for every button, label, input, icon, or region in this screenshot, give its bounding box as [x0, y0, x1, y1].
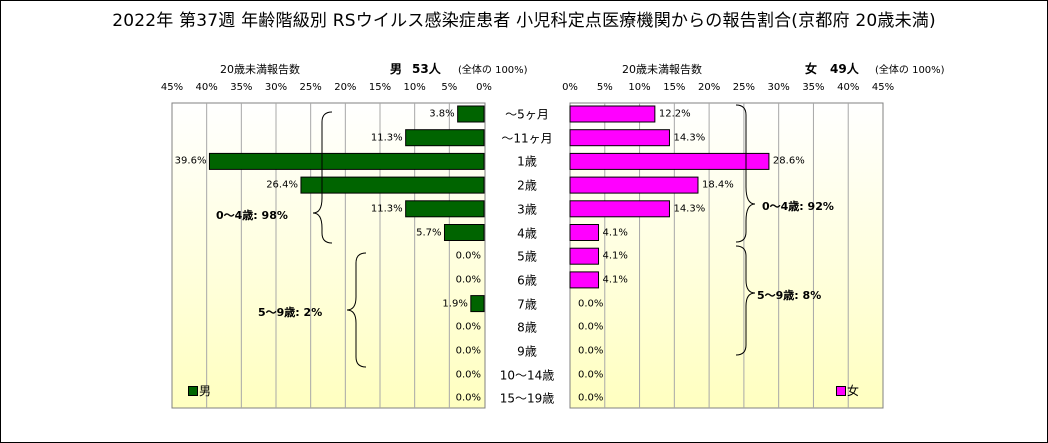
- male-bar: [470, 295, 485, 313]
- category-label: 3歳: [517, 202, 537, 217]
- male-bar: [443, 224, 485, 241]
- male-data-label: 5.7%: [416, 227, 442, 238]
- male-bar: [208, 152, 485, 170]
- category-label: 6歳: [517, 273, 537, 288]
- right-axis-tick: 5%: [596, 82, 613, 93]
- female-data-label: 0.0%: [578, 345, 604, 357]
- female-0-4-group-label: 0～4歳: 92%: [762, 200, 834, 213]
- female-data-label: 18.4%: [701, 179, 734, 191]
- male-data-label: 1.9%: [442, 298, 468, 310]
- male-data-label: 39.6%: [174, 155, 207, 167]
- male-bar: [300, 176, 485, 194]
- right-axis-tick: 15%: [663, 82, 686, 93]
- right-axis-tick: 20%: [697, 82, 721, 93]
- female-5-9-brace: [735, 245, 756, 356]
- category-label: 2歳: [517, 178, 537, 193]
- right-axis-tick: 10%: [628, 82, 651, 93]
- female-bar: [569, 129, 670, 147]
- category-label: 10～14歳: [499, 368, 555, 383]
- male-data-label: 0.0%: [455, 250, 481, 262]
- male-5-9-brace: [346, 252, 367, 368]
- right-axis-tick: 40%: [837, 82, 860, 93]
- female-bar: [569, 176, 699, 194]
- female-legend: 女: [836, 382, 859, 399]
- female-legend-label: 女: [847, 384, 860, 398]
- right-axis-tick: 30%: [767, 82, 790, 93]
- male-5-9-group-label: 5～9歳: 2%: [258, 306, 323, 319]
- male-caption: 20歳未満報告数: [220, 63, 300, 76]
- female-data-label: 0.0%: [578, 369, 604, 381]
- female-data-label: 0.0%: [578, 392, 604, 404]
- left-axis-tick: 20%: [334, 82, 357, 93]
- female-5-9-group-label: 5～9歳: 8%: [757, 289, 822, 302]
- left-axis-tick: 0%: [476, 82, 492, 93]
- right-axis-tick: 0%: [562, 82, 578, 93]
- female-bar: [569, 224, 600, 241]
- female-data-label: 0.0%: [578, 298, 604, 310]
- male-plot-area: [171, 102, 486, 409]
- female-note: (全体の 100%): [875, 65, 945, 76]
- category-label: 8歳: [517, 320, 537, 335]
- left-axis-tick: 30%: [264, 82, 288, 93]
- female-0-4-brace: [735, 104, 756, 243]
- female-caption: 20歳未満報告数: [622, 63, 702, 76]
- female-data-label: 14.3%: [673, 203, 706, 215]
- male-data-label: 26.4%: [266, 179, 298, 191]
- female-bar: [569, 152, 770, 170]
- male-note: (全体の 100%): [458, 65, 528, 76]
- male-data-label: 0.0%: [455, 274, 481, 286]
- male-data-label: 0.0%: [455, 369, 481, 381]
- left-axis-tick: 40%: [195, 82, 218, 93]
- male-bar: [405, 200, 485, 218]
- left-axis-tick: 10%: [403, 82, 426, 93]
- male-legend-label: 男: [199, 384, 212, 398]
- right-axis-tick: 45%: [871, 82, 895, 93]
- male-data-label: 11.3%: [370, 203, 403, 215]
- female-bar: [569, 247, 600, 265]
- female-count: 49人: [830, 62, 859, 76]
- right-axis-tick: 25%: [732, 82, 755, 93]
- male-legend-swatch: [188, 386, 198, 396]
- male-data-label: 0.0%: [455, 392, 481, 404]
- male-data-label: 11.3%: [370, 132, 403, 144]
- category-label: 15～19歳: [499, 391, 555, 406]
- female-data-label: 4.1%: [602, 227, 628, 238]
- male-data-label: 0.0%: [455, 345, 481, 357]
- female-bar: [569, 271, 600, 289]
- category-label: 1歳: [517, 154, 537, 169]
- category-label: ～11ヶ月: [501, 131, 553, 146]
- male-label: 男: [390, 62, 403, 76]
- female-legend-swatch: [836, 386, 846, 396]
- female-data-label: 14.3%: [673, 132, 706, 144]
- male-legend: 男: [188, 382, 211, 399]
- male-count: 53人: [412, 62, 441, 76]
- left-axis-tick: 15%: [368, 82, 392, 93]
- male-0-4-brace: [312, 111, 333, 244]
- category-label: ～5ヶ月: [505, 107, 549, 122]
- female-data-label: 4.1%: [602, 250, 628, 262]
- category-label: 5歳: [517, 249, 537, 264]
- female-data-label: 28.6%: [772, 155, 805, 167]
- left-axis-tick: 5%: [441, 82, 458, 93]
- male-data-label: 0.0%: [455, 321, 481, 333]
- male-bar: [405, 129, 485, 147]
- female-data-label: 4.1%: [602, 274, 628, 286]
- left-axis-tick: 45%: [160, 82, 184, 93]
- male-0-4-group-label: 0～4歳: 98%: [216, 209, 288, 222]
- chart-title: 2022年 第37週 年齢階級別 RSウイルス感染症患者 小児科定点医療機関から…: [112, 11, 936, 31]
- female-bar: [569, 105, 656, 123]
- category-label: 4歳: [517, 226, 537, 240]
- female-data-label: 0.0%: [578, 321, 604, 333]
- category-label: 7歳: [517, 297, 537, 312]
- male-data-label: 3.8%: [429, 108, 455, 120]
- category-label: 9歳: [517, 344, 537, 359]
- female-bar: [569, 200, 670, 218]
- right-axis-tick: 35%: [802, 82, 825, 93]
- left-axis-tick: 35%: [230, 82, 253, 93]
- female-data-label: 12.2%: [658, 108, 691, 120]
- female-label: 女: [805, 62, 818, 76]
- male-bar: [457, 105, 485, 123]
- left-axis-tick: 25%: [299, 82, 322, 93]
